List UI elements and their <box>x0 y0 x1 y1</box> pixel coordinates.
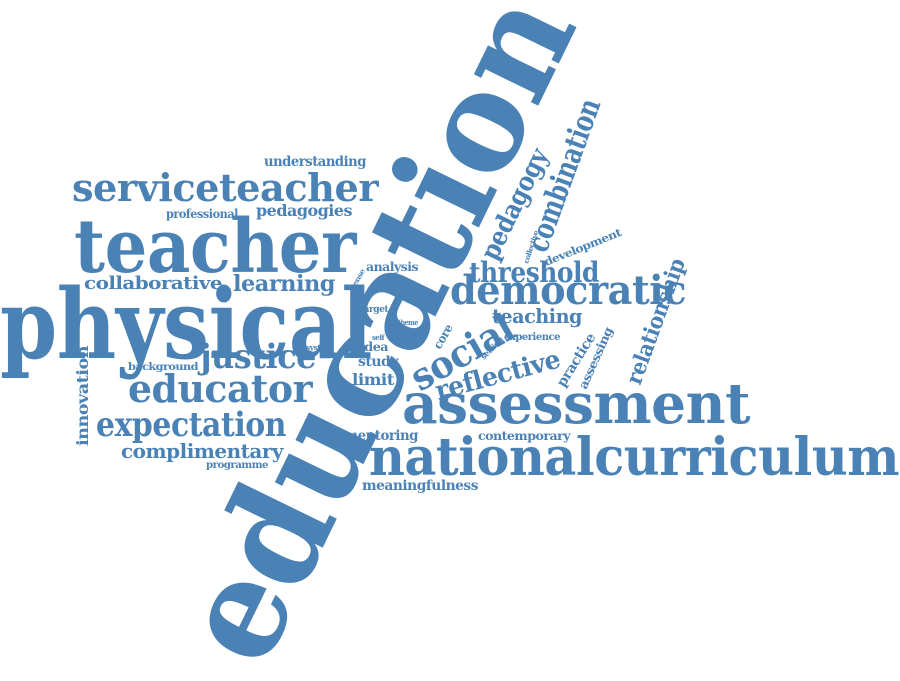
word-teaching: teaching <box>492 304 582 328</box>
word-background: background <box>128 362 199 373</box>
word-complimentary: complimentary <box>121 439 285 463</box>
word-programme: programme <box>206 460 268 471</box>
word-experience: experience <box>504 332 560 343</box>
word-teacher: teacher <box>74 204 357 290</box>
word-expectation: expectation <box>96 405 286 445</box>
word-self: self <box>372 333 385 342</box>
word-threshold: threshold <box>469 256 599 289</box>
word-serviceteacher: serviceteacher <box>72 165 379 210</box>
word-innovation: innovation <box>73 345 92 446</box>
word-learning: learning <box>233 271 335 297</box>
word-meaningfulness: meaningfulness <box>362 478 479 494</box>
word-physical: physical <box>0 268 372 381</box>
word-collaborative: collaborative <box>84 273 222 294</box>
word-idea: idea <box>360 340 389 354</box>
word-justice: justice <box>197 337 316 377</box>
word-pedagogies: pedagogies <box>256 201 352 220</box>
word-theme: theme <box>398 318 419 327</box>
word-limit: limit <box>352 370 395 389</box>
word-contemporary: contemporary <box>478 429 572 443</box>
word-democratic: democratic <box>450 267 686 314</box>
word-assessment: assessment <box>402 371 751 437</box>
word-system: system <box>306 343 333 352</box>
word-target: target <box>360 305 389 315</box>
word-nationalcurriculum: nationalcurriculum <box>369 427 899 488</box>
word-mentoring: mentoring <box>344 428 419 444</box>
word-professional: professional <box>166 207 239 221</box>
word-understanding: understanding <box>264 154 367 170</box>
word-educator: educator <box>128 366 313 411</box>
word-analysis: analysis <box>366 260 419 274</box>
word-study: study <box>358 354 399 370</box>
